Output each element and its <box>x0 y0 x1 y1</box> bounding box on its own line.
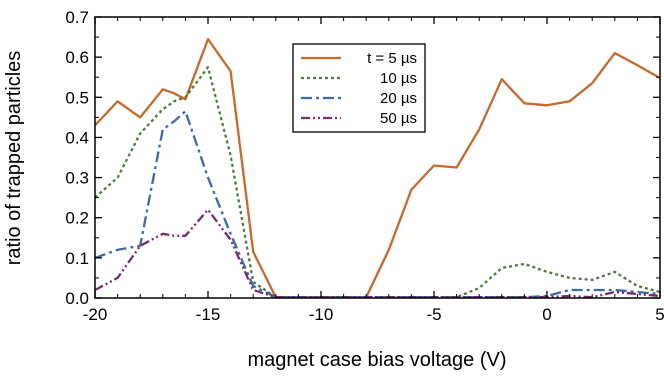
legend-label-1: t = 5 µs <box>367 50 417 67</box>
y-tick-label: 0.0 <box>65 289 89 308</box>
y-tick-label: 0.4 <box>65 128 89 147</box>
y-axis-title: ratio of trapped particles <box>3 51 25 266</box>
x-tick-label: 5 <box>655 305 664 324</box>
y-tick-label: 0.3 <box>65 169 89 188</box>
legend-label-2: 10 µs <box>380 70 417 87</box>
y-tick-label: 0.2 <box>65 209 89 228</box>
series-line-3 <box>94 110 661 299</box>
y-tick-label: 0.6 <box>65 48 89 67</box>
x-tick-label: -20 <box>83 305 108 324</box>
series-line-2 <box>94 66 661 299</box>
x-axis-title: magnet case bias voltage (V) <box>247 349 506 371</box>
legend-label-3: 20 µs <box>380 90 417 107</box>
x-tick-label: -15 <box>196 305 221 324</box>
series-line-4 <box>94 208 661 299</box>
y-tick-label: 0.5 <box>65 88 89 107</box>
x-tick-label: -5 <box>426 305 441 324</box>
x-tick-label: -10 <box>309 305 334 324</box>
y-tick-label: 0.1 <box>65 249 89 268</box>
legend-label-4: 50 µs <box>380 110 417 127</box>
x-tick-label: 0 <box>542 305 551 324</box>
legend: t = 5 µs 10 µs 20 µs 50 µs <box>292 43 426 133</box>
y-tick-label: 0.7 <box>65 8 89 27</box>
